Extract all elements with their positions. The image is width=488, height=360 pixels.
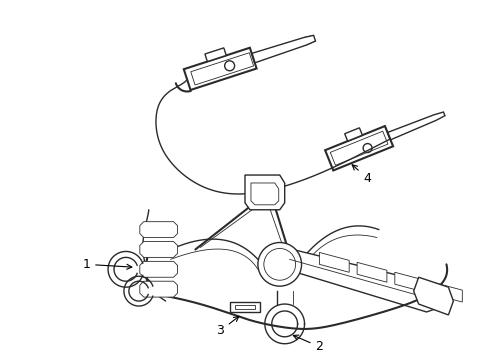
Polygon shape [244,175,284,210]
Circle shape [257,243,301,286]
Text: 4: 4 [351,165,370,185]
Polygon shape [140,261,177,277]
Polygon shape [394,272,424,292]
Polygon shape [386,112,444,140]
Polygon shape [432,282,461,302]
Polygon shape [251,35,315,63]
Polygon shape [413,277,452,315]
Text: 1: 1 [82,258,132,271]
Text: 3: 3 [216,316,238,337]
Polygon shape [235,305,254,309]
Polygon shape [274,247,446,312]
Polygon shape [140,222,177,238]
Polygon shape [319,252,348,272]
Polygon shape [140,242,177,257]
Polygon shape [230,302,259,312]
Polygon shape [356,262,386,282]
Text: 2: 2 [293,335,323,353]
Polygon shape [140,281,177,297]
Polygon shape [204,48,226,62]
Polygon shape [344,128,362,141]
